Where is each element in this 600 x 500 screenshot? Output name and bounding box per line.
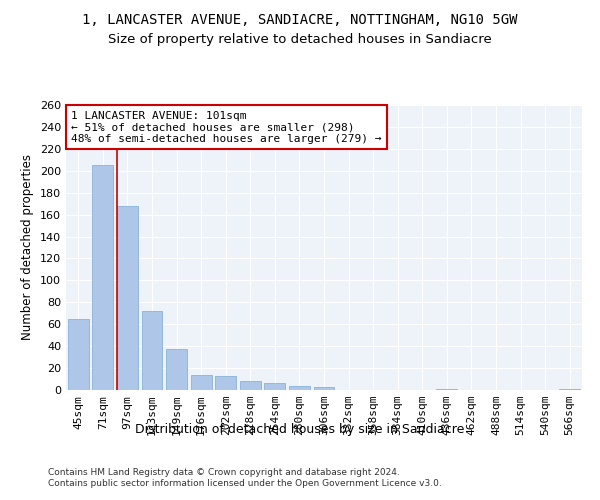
Y-axis label: Number of detached properties: Number of detached properties: [22, 154, 34, 340]
Bar: [436, 389, 457, 390]
Text: Size of property relative to detached houses in Sandiacre: Size of property relative to detached ho…: [108, 32, 492, 46]
Bar: [92, 166, 113, 390]
Bar: [314, 386, 334, 390]
Bar: [191, 374, 212, 390]
Text: 1 LANCASTER AVENUE: 101sqm
← 51% of detached houses are smaller (298)
48% of sem: 1 LANCASTER AVENUE: 101sqm ← 51% of deta…: [71, 110, 382, 144]
Bar: [117, 206, 138, 390]
Bar: [215, 376, 236, 390]
Bar: [559, 389, 580, 390]
Text: 1, LANCASTER AVENUE, SANDIACRE, NOTTINGHAM, NG10 5GW: 1, LANCASTER AVENUE, SANDIACRE, NOTTINGH…: [82, 12, 518, 26]
Bar: [142, 311, 163, 390]
Bar: [166, 350, 187, 390]
Bar: [240, 381, 261, 390]
Bar: [68, 319, 89, 390]
Bar: [265, 384, 286, 390]
Text: Distribution of detached houses by size in Sandiacre: Distribution of detached houses by size …: [136, 422, 464, 436]
Text: Contains HM Land Registry data © Crown copyright and database right 2024.
Contai: Contains HM Land Registry data © Crown c…: [48, 468, 442, 487]
Bar: [289, 386, 310, 390]
